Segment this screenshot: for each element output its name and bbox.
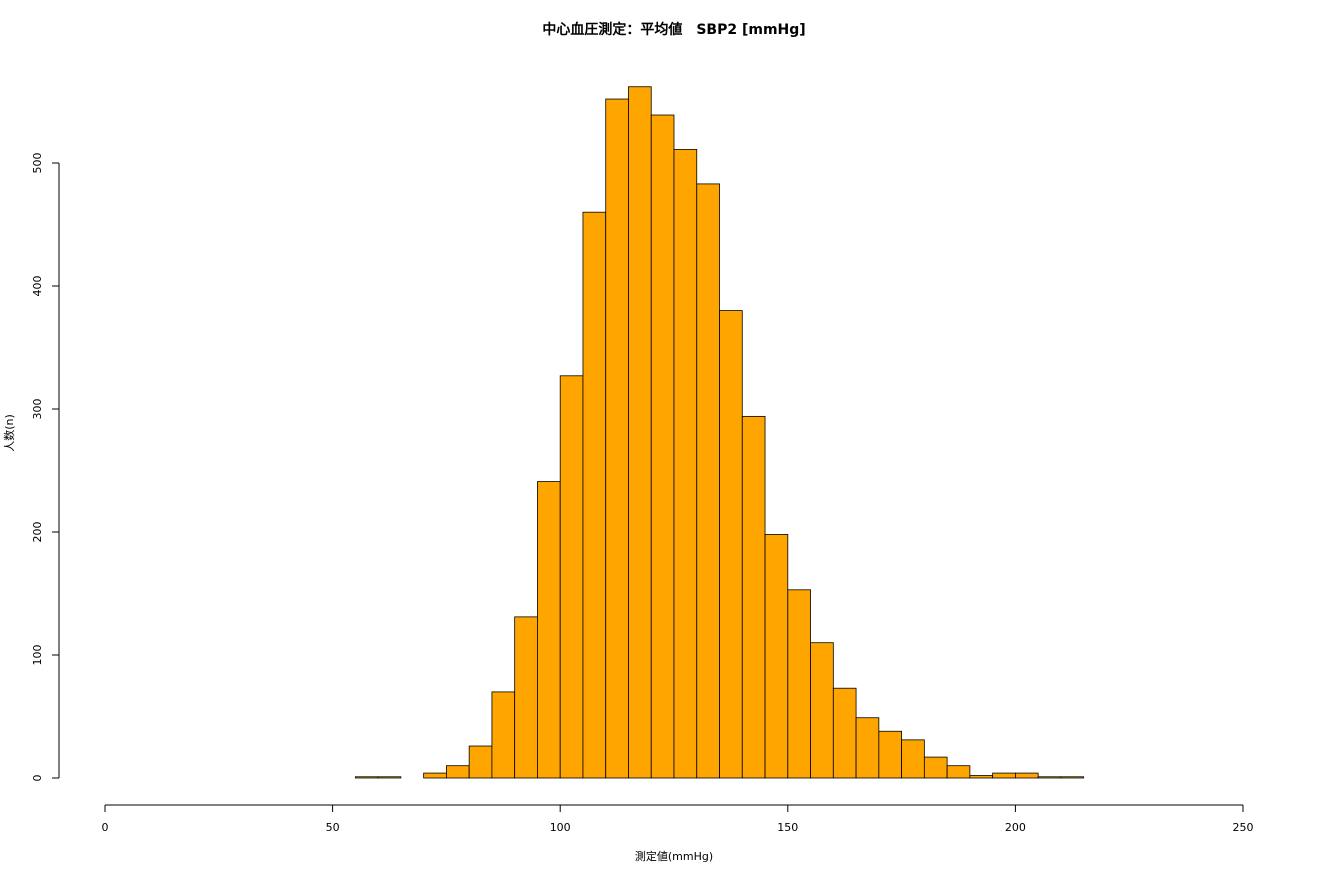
bar xyxy=(1037,776,1062,779)
bar xyxy=(1015,772,1039,779)
x-tick-label: 100 xyxy=(550,821,571,834)
x-tick-label: 150 xyxy=(777,821,798,834)
bar xyxy=(946,765,971,779)
bar xyxy=(650,114,675,779)
y-axis-label: 人数(n) xyxy=(3,414,16,452)
y-tick-label: 300 xyxy=(31,399,44,420)
x-axis-label: 測定値(mmHg) xyxy=(635,849,713,863)
bar xyxy=(741,415,766,779)
x-tick-label: 250 xyxy=(1233,821,1254,834)
y-tick-label: 400 xyxy=(31,276,44,297)
bar xyxy=(445,765,470,779)
bar xyxy=(354,776,379,779)
x-tick-label: 50 xyxy=(326,821,340,834)
chart-title: 中心血圧測定：平均値 SBP2 [mmHg] xyxy=(542,21,805,38)
bar xyxy=(537,481,561,779)
bar xyxy=(582,211,607,779)
bar xyxy=(810,642,834,779)
y-tick-label: 0 xyxy=(31,775,44,782)
bar xyxy=(605,98,629,779)
bar xyxy=(878,730,903,779)
bar xyxy=(923,756,948,779)
bar xyxy=(628,86,652,779)
bar xyxy=(377,776,402,779)
bar xyxy=(719,310,743,779)
bar xyxy=(787,589,811,779)
bar xyxy=(514,616,538,779)
bar xyxy=(1060,776,1085,779)
bar xyxy=(855,717,880,779)
bar xyxy=(696,183,720,779)
x-tick-label: 200 xyxy=(1005,821,1026,834)
bar xyxy=(491,691,516,779)
bar xyxy=(764,534,789,779)
x-tick-label: 0 xyxy=(102,821,109,834)
bar xyxy=(423,772,447,779)
bar xyxy=(901,739,925,779)
bar xyxy=(673,149,698,779)
y-tick-label: 100 xyxy=(31,645,44,666)
bar xyxy=(559,375,584,779)
y-tick-label: 500 xyxy=(31,153,44,174)
bar xyxy=(832,687,857,779)
bar xyxy=(468,745,493,779)
bar xyxy=(992,772,1016,779)
y-tick-label: 200 xyxy=(31,522,44,543)
bar xyxy=(969,775,994,779)
